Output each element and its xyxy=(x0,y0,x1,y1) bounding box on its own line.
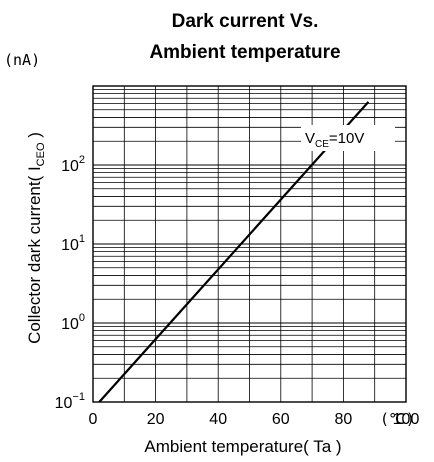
x-tick-label: 100 xyxy=(393,411,420,428)
y-tick-base: 10 xyxy=(61,237,79,254)
x-tick-label: 40 xyxy=(209,411,227,428)
y-tick-base: 10 xyxy=(61,158,79,175)
y-tick-label: 10−1 xyxy=(55,391,85,412)
y-tick-base: 10 xyxy=(61,316,79,333)
vce-annotation-rest: =10V xyxy=(329,130,364,147)
y-axis-label: Collector dark current( ICEO ) xyxy=(25,132,47,344)
y-axis-label-main: Collector dark current( I xyxy=(25,166,44,344)
y-axis-unit: (nA) xyxy=(4,51,40,69)
y-axis-label-sub: CEO xyxy=(35,142,47,166)
y-tick-label: 100 xyxy=(61,312,85,333)
x-tick-label: 20 xyxy=(147,411,165,428)
x-tick-label: 0 xyxy=(89,411,98,428)
chart-title-line2: Ambient temperature xyxy=(149,42,340,63)
x-axis-label: Ambient temperature( Ta ) xyxy=(144,437,341,456)
x-tick-label: 80 xyxy=(335,411,353,428)
vce-annotation: VCE=10V xyxy=(305,130,364,150)
dark-current-line xyxy=(98,101,370,403)
x-axis-unit: (℃) xyxy=(380,410,415,428)
x-tick-label: 60 xyxy=(272,411,290,428)
y-tick-exponent: 2 xyxy=(79,154,85,166)
y-tick-exponent: 0 xyxy=(79,312,85,324)
annotation-background xyxy=(301,125,395,151)
y-tick-label: 102 xyxy=(61,154,85,175)
y-tick-base: 10 xyxy=(55,395,73,412)
y-tick-exponent: 1 xyxy=(79,233,85,245)
y-tick-exponent: −1 xyxy=(72,391,85,403)
y-axis-label-close: ) xyxy=(25,132,44,142)
vce-annotation-base: V xyxy=(305,130,315,147)
vce-annotation-sub: CE xyxy=(315,139,329,150)
series-layer xyxy=(98,101,370,403)
chart-title-line1: Dark current Vs. xyxy=(172,11,319,32)
plot-frame xyxy=(92,85,407,403)
y-tick-label: 101 xyxy=(61,233,85,254)
